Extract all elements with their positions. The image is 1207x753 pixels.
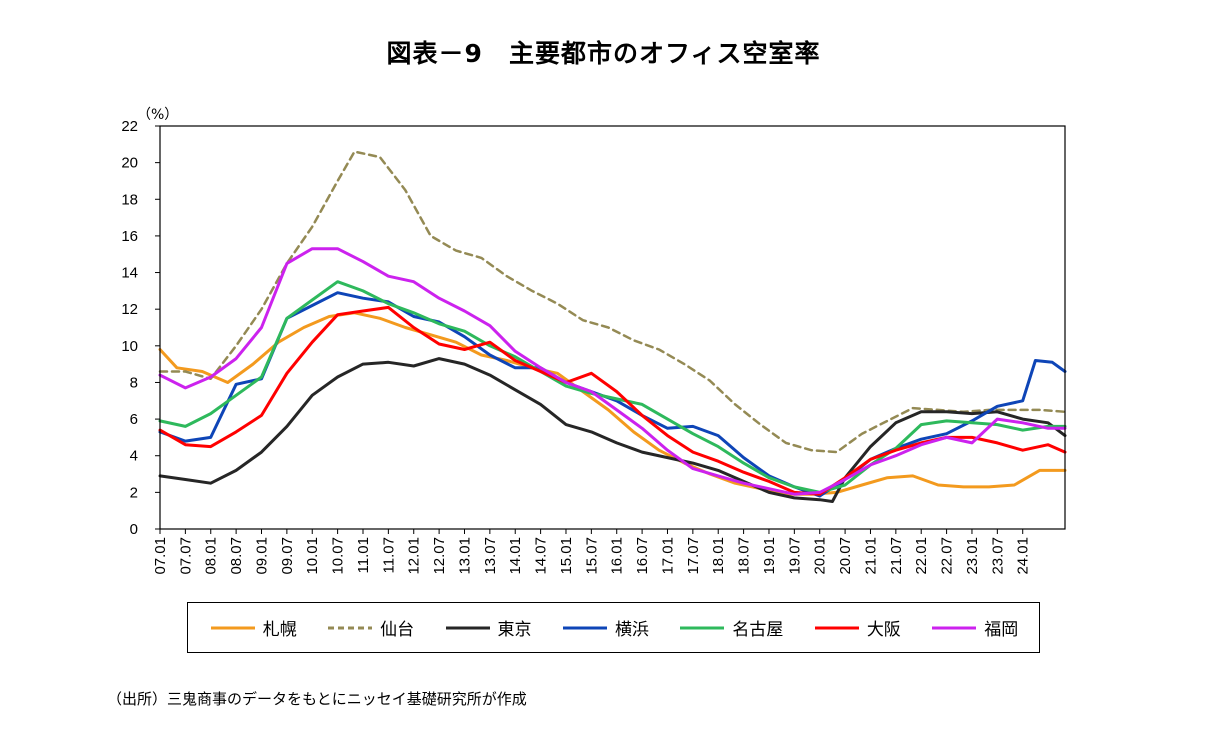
legend-label: 名古屋 — [732, 620, 784, 640]
legend-swatch — [445, 626, 490, 629]
x-tick-label: 09.07 — [279, 537, 296, 575]
x-tick-label: 19.07 — [786, 537, 803, 575]
x-tick-label: 22.07 — [939, 537, 956, 575]
legend-item-osaka: 大阪 — [813, 615, 901, 640]
x-tick-label: 10.01 — [304, 537, 321, 575]
legend-swatch — [562, 626, 607, 629]
x-tick-label: 18.01 — [710, 537, 727, 575]
x-tick-label: 14.01 — [507, 537, 524, 575]
x-tick-label: 13.01 — [456, 537, 473, 575]
chart-title: 図表－9 主要都市のオフィス空室率 — [386, 39, 821, 68]
legend-swatch — [210, 626, 255, 629]
x-tick-label: 16.01 — [609, 537, 626, 575]
y-tick-label: 22 — [121, 118, 138, 135]
series-line-fukuoka — [158, 247, 1067, 496]
x-axis: 07.01 07.07 08.01 08.07 09.01 09.07 10.01 10.07… — [152, 529, 1032, 575]
y-tick-label: 10 — [121, 338, 138, 355]
y-tick-label: 6 — [130, 411, 138, 428]
series-line-nagoya — [158, 280, 1067, 494]
legend-item-sendai: 仙台 — [326, 615, 414, 640]
legend-label: 大阪 — [866, 620, 901, 640]
x-tick-label: 10.07 — [330, 537, 347, 575]
series-line-osaka — [158, 305, 1067, 496]
legend-item-yokohama: 横浜 — [561, 615, 649, 640]
y-tick-label: 20 — [121, 155, 138, 172]
y-axis-unit-label: （%） — [137, 107, 178, 123]
y-tick-label: 0 — [130, 521, 138, 538]
x-tick-label: 07.07 — [177, 537, 194, 575]
y-tick-label: 4 — [130, 448, 138, 465]
y-axis: 0 2 4 6 8 10 12 14 16 18 20 22 — [121, 118, 160, 538]
x-tick-label: 15.01 — [558, 537, 575, 575]
x-tick-label: 13.07 — [482, 537, 499, 575]
x-tick-label: 09.01 — [253, 537, 270, 575]
x-tick-label: 15.07 — [583, 537, 600, 575]
x-tick-label: 20.01 — [812, 537, 829, 575]
legend-swatch — [680, 626, 725, 629]
legend-swatch — [328, 626, 373, 629]
x-tick-label: 12.07 — [431, 537, 448, 575]
x-tick-label: 21.07 — [888, 537, 905, 575]
legend-label: 仙台 — [380, 620, 415, 640]
legend-label: 札幌 — [262, 620, 297, 640]
x-tick-label: 17.01 — [659, 537, 676, 575]
y-tick-label: 18 — [121, 191, 138, 208]
legend-swatch — [814, 626, 859, 629]
plot-area-frame — [159, 125, 1066, 530]
legend-item-fukuoka: 福岡 — [930, 615, 1018, 640]
x-tick-label: 07.01 — [152, 537, 169, 575]
x-tick-label: 08.01 — [203, 537, 220, 575]
x-tick-label: 20.07 — [837, 537, 854, 575]
x-tick-label: 11.01 — [355, 537, 372, 573]
legend: 札幌 仙台 東京 横浜 名古屋 大阪 福岡 — [187, 602, 1040, 653]
y-tick-label: 14 — [121, 265, 138, 282]
x-tick-label: 12.01 — [406, 537, 423, 575]
legend-label: 福岡 — [984, 620, 1019, 640]
x-tick-label: 16.07 — [634, 537, 651, 575]
legend-item-sapporo: 札幌 — [209, 615, 297, 640]
x-tick-label: 21.01 — [862, 537, 879, 575]
x-tick-label: 23.01 — [964, 537, 981, 575]
legend-label: 横浜 — [614, 620, 649, 640]
y-tick-label: 2 — [130, 484, 138, 501]
x-tick-label: 17.07 — [685, 537, 702, 575]
series-line-sendai — [158, 150, 1067, 454]
x-tick-label: 24.01 — [1015, 537, 1032, 575]
y-tick-label: 12 — [121, 301, 138, 318]
y-tick-label: 16 — [121, 228, 138, 245]
series-line-sapporo — [158, 311, 1067, 496]
x-tick-label: 14.07 — [533, 537, 550, 575]
source-note: （出所）三鬼商事のデータをもとにニッセイ基礎研究所が作成 — [107, 690, 527, 708]
y-tick-label: 8 — [130, 374, 138, 391]
x-tick-label: 22.01 — [913, 537, 930, 575]
series-line-yokohama — [158, 291, 1067, 498]
x-tick-label: 11.07 — [380, 537, 397, 573]
legend-item-nagoya: 名古屋 — [678, 615, 783, 640]
legend-item-tokyo: 東京 — [444, 615, 532, 640]
series-line-tokyo — [158, 357, 1067, 503]
x-tick-label: 08.07 — [228, 537, 245, 575]
legend-label: 東京 — [497, 620, 532, 640]
x-tick-label: 23.07 — [989, 537, 1006, 575]
series-layer — [158, 150, 1067, 503]
x-tick-label: 19.01 — [761, 537, 778, 575]
x-tick-label: 18.07 — [736, 537, 753, 575]
legend-swatch — [932, 626, 977, 629]
